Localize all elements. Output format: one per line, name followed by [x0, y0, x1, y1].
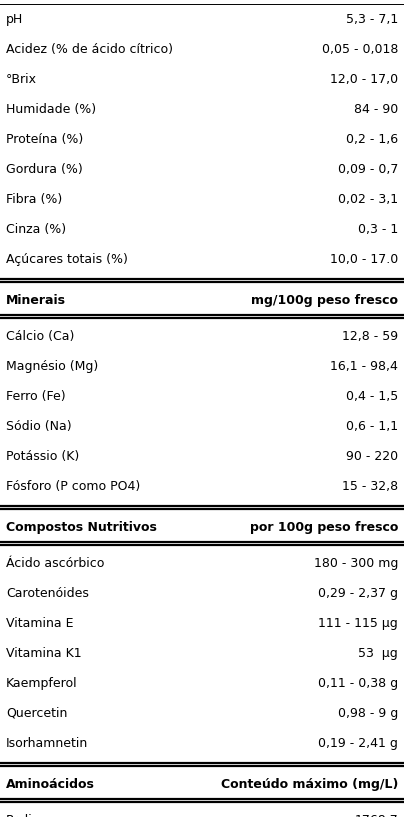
Text: 12,8 - 59: 12,8 - 59 — [342, 329, 398, 342]
Text: Acidez (% de ácido cítrico): Acidez (% de ácido cítrico) — [6, 42, 173, 56]
Text: 0,05 - 0,018: 0,05 - 0,018 — [322, 42, 398, 56]
Text: 84 - 90: 84 - 90 — [354, 102, 398, 115]
Text: Gordura (%): Gordura (%) — [6, 163, 83, 176]
Text: 10,0 - 17.0: 10,0 - 17.0 — [330, 252, 398, 266]
Text: Aminoácidos: Aminoácidos — [6, 778, 95, 791]
Text: 12,0 - 17,0: 12,0 - 17,0 — [330, 73, 398, 86]
Text: 5,3 - 7,1: 5,3 - 7,1 — [346, 12, 398, 25]
Text: Kaempferol: Kaempferol — [6, 676, 78, 690]
Text: Carotenóides: Carotenóides — [6, 587, 89, 600]
Text: Fósforo (P como PO4): Fósforo (P como PO4) — [6, 480, 140, 493]
Text: 0,02 - 3,1: 0,02 - 3,1 — [338, 193, 398, 206]
Text: Isorhamnetin: Isorhamnetin — [6, 736, 88, 749]
Text: 0,2 - 1,6: 0,2 - 1,6 — [346, 132, 398, 145]
Text: mg/100g peso fresco: mg/100g peso fresco — [251, 293, 398, 306]
Text: 0,29 - 2,37 g: 0,29 - 2,37 g — [318, 587, 398, 600]
Text: Minerais: Minerais — [6, 293, 66, 306]
Text: Vitamina E: Vitamina E — [6, 617, 74, 630]
Text: 0,09 - 0,7: 0,09 - 0,7 — [338, 163, 398, 176]
Text: Magnésio (Mg): Magnésio (Mg) — [6, 359, 98, 373]
Text: 15 - 32,8: 15 - 32,8 — [342, 480, 398, 493]
Text: Açúcares totais (%): Açúcares totais (%) — [6, 252, 128, 266]
Text: pH: pH — [6, 12, 23, 25]
Text: Compostos Nutritivos: Compostos Nutritivos — [6, 520, 157, 534]
Text: 0,6 - 1,1: 0,6 - 1,1 — [346, 419, 398, 432]
Text: Humidade (%): Humidade (%) — [6, 102, 96, 115]
Text: 0,4 - 1,5: 0,4 - 1,5 — [346, 390, 398, 403]
Text: Cálcio (Ca): Cálcio (Ca) — [6, 329, 74, 342]
Text: 0,19 - 2,41 g: 0,19 - 2,41 g — [318, 736, 398, 749]
Text: 0,3 - 1: 0,3 - 1 — [358, 222, 398, 235]
Text: Quercetin: Quercetin — [6, 707, 67, 720]
Text: Prolina: Prolina — [6, 814, 48, 817]
Text: 0,11 - 0,38 g: 0,11 - 0,38 g — [318, 676, 398, 690]
Text: 0,98 - 9 g: 0,98 - 9 g — [338, 707, 398, 720]
Text: Proteína (%): Proteína (%) — [6, 132, 83, 145]
Text: por 100g peso fresco: por 100g peso fresco — [250, 520, 398, 534]
Text: Potássio (K): Potássio (K) — [6, 449, 79, 462]
Text: 53  μg: 53 μg — [358, 646, 398, 659]
Text: Ferro (Fe): Ferro (Fe) — [6, 390, 66, 403]
Text: Sódio (Na): Sódio (Na) — [6, 419, 72, 432]
Text: 90 - 220: 90 - 220 — [346, 449, 398, 462]
Text: °Brix: °Brix — [6, 73, 37, 86]
Text: 16,1 - 98,4: 16,1 - 98,4 — [330, 359, 398, 373]
Text: Fibra (%): Fibra (%) — [6, 193, 62, 206]
Text: 180 - 300 mg: 180 - 300 mg — [314, 556, 398, 569]
Text: Vitamina K1: Vitamina K1 — [6, 646, 82, 659]
Text: Cinza (%): Cinza (%) — [6, 222, 66, 235]
Text: 1768,7: 1768,7 — [354, 814, 398, 817]
Text: Conteúdo máximo (mg/L): Conteúdo máximo (mg/L) — [221, 778, 398, 791]
Text: Ácido ascórbico: Ácido ascórbico — [6, 556, 105, 569]
Text: 111 - 115 μg: 111 - 115 μg — [318, 617, 398, 630]
